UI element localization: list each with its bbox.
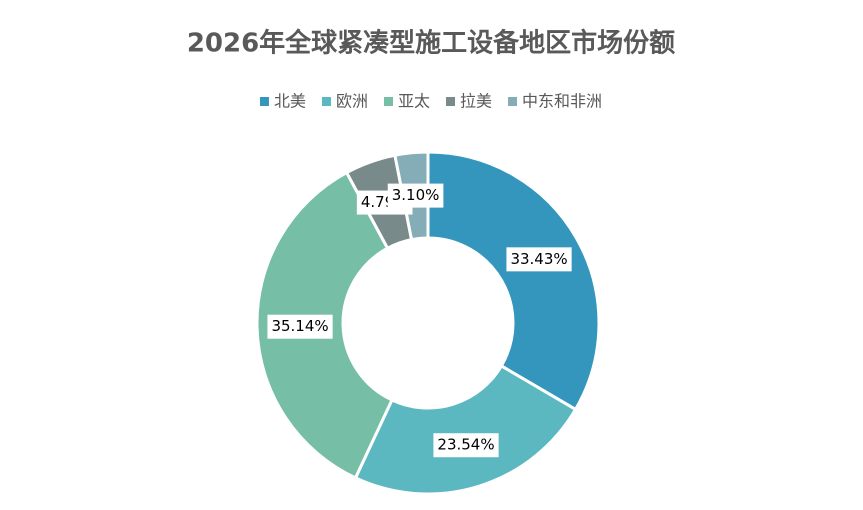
data-label-text: 35.14% bbox=[271, 317, 328, 335]
data-label-box bbox=[387, 183, 444, 208]
legend-label: 欧洲 bbox=[336, 92, 368, 111]
legend-label: 北美 bbox=[274, 92, 306, 111]
data-label-text: 23.54% bbox=[437, 436, 494, 454]
legend-marker bbox=[321, 97, 331, 106]
data-label: 35.14% bbox=[267, 314, 333, 339]
data-label: 23.54% bbox=[433, 433, 499, 458]
data-label-box bbox=[433, 433, 499, 458]
data-label-text: 3.10% bbox=[392, 186, 440, 204]
legend-label: 拉美 bbox=[460, 92, 492, 111]
legend-marker bbox=[508, 97, 518, 106]
chart-title: 2026年全球紧凑型施工设备地区市场份额 bbox=[187, 28, 675, 59]
legend: 北美 欧洲 亚太 拉美 中东和非洲 bbox=[259, 92, 602, 111]
donut-slice bbox=[353, 363, 578, 496]
donut-slice bbox=[426, 150, 601, 412]
data-label-box bbox=[506, 247, 572, 272]
legend-marker bbox=[383, 97, 393, 106]
data-labels: 33.43%23.54%35.14%4.79%3.10% bbox=[267, 183, 572, 458]
legend-label: 亚太 bbox=[398, 92, 430, 111]
legend-label: 中东和非洲 bbox=[522, 92, 602, 111]
legend-marker bbox=[259, 97, 269, 106]
data-label-text: 33.43% bbox=[510, 250, 567, 268]
legend-marker bbox=[446, 97, 456, 106]
data-label: 33.43% bbox=[506, 247, 572, 272]
data-label-box bbox=[267, 314, 333, 339]
data-label: 3.10% bbox=[387, 183, 444, 208]
